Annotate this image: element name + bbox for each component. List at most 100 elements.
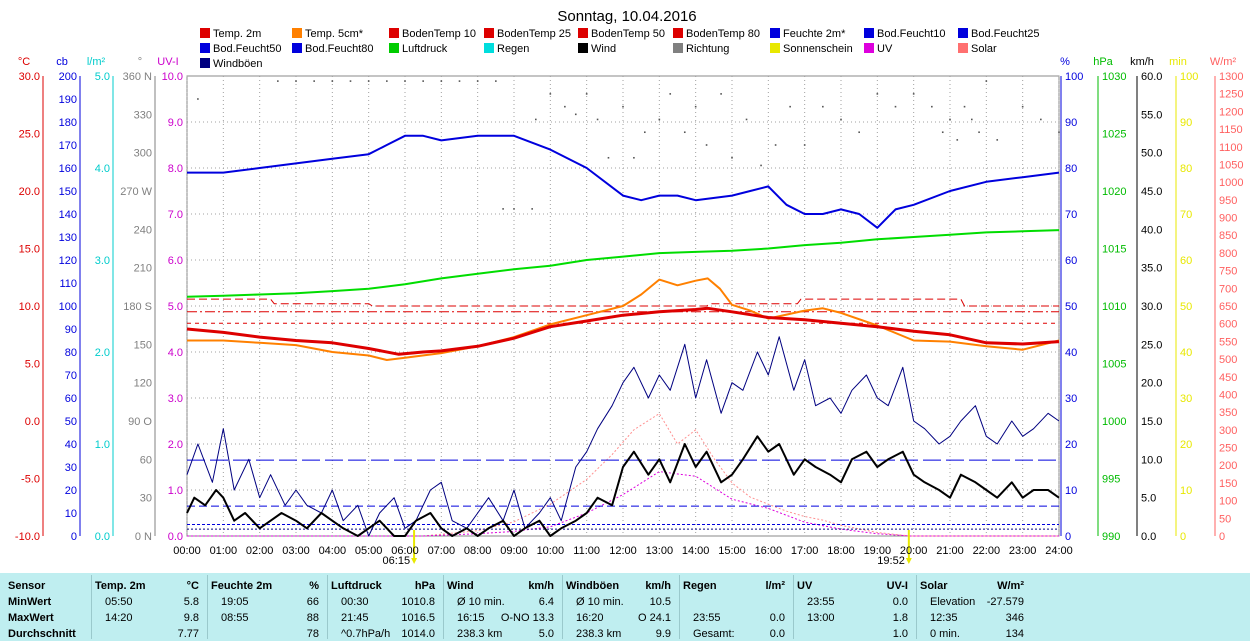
axis-tick-label: 650 <box>1219 301 1237 313</box>
direction-point <box>705 144 708 146</box>
axis-tick-label: 3.0 <box>168 393 183 405</box>
direction-point <box>894 105 897 108</box>
legend-label: Wind <box>591 43 616 55</box>
x-axis: 00:00 01:00 02:00 03:00 04:00 05:00 06:00 07:00… <box>173 545 1073 557</box>
legend-item-temp-5cm: Temp. 5cm* <box>292 28 364 40</box>
axis-tick-label: 8.0 <box>168 163 183 175</box>
series-line <box>187 298 1059 307</box>
stats-value: 9.9 <box>655 628 671 640</box>
stats-header: Sensor <box>8 580 46 592</box>
legend-swatch <box>200 28 210 38</box>
stats-unit: °C <box>186 580 199 592</box>
direction-point <box>622 105 624 108</box>
legend-label: Regen <box>497 43 529 55</box>
axis-tick-label: 0.0 <box>25 416 40 428</box>
legend-item-luftdruck: Luftdruck <box>389 43 448 55</box>
legend-label: Bod.Feucht10 <box>877 28 946 40</box>
legend-swatch <box>864 43 874 53</box>
x-tick-label: 10:00 <box>537 545 565 557</box>
legend-item-windb-en: Windböen <box>200 58 263 70</box>
axis-l-m: l/m² 5.0 4.0 3.0 2.0 1.0 0.0 <box>87 56 114 543</box>
legend-swatch <box>578 28 588 38</box>
axis-tick-label: 4.0 <box>95 163 110 175</box>
axis-tick-label: 30 <box>65 462 77 474</box>
stats-unit: hPa <box>414 580 435 592</box>
axis-tick-label: 200 <box>59 71 77 83</box>
axis-tick-label: 0 <box>1180 531 1186 543</box>
stats-time: 16:15 <box>457 612 485 624</box>
legend-label: Sonnenschein <box>783 43 853 55</box>
x-tick-label: 03:00 <box>282 545 310 557</box>
direction-point <box>331 80 334 82</box>
axis-tick-label: 330 <box>134 109 152 121</box>
axis-tick-label: 0 <box>1065 531 1071 543</box>
legend-swatch <box>770 43 780 53</box>
axis-tick-label: 700 <box>1219 283 1237 295</box>
stats-unit: km/h <box>528 580 554 592</box>
axis-tick-label: 20 <box>65 485 77 497</box>
axis-tick-label: 10 <box>1180 485 1192 497</box>
axis-tick-label: 750 <box>1219 266 1237 278</box>
stats-unit: UV-I <box>886 580 908 592</box>
stats-col-feuchte-2m: Feuchte 2m% 19:05 66 08:55 88 78 <box>211 573 323 641</box>
axis-tick-label: 1050 <box>1219 159 1243 171</box>
direction-point <box>313 80 315 82</box>
axis-tick-label: 150 <box>1219 478 1237 490</box>
x-tick-label: 18:00 <box>827 545 855 557</box>
axis-tick-label: 400 <box>1219 389 1237 401</box>
legend-label: Luftdruck <box>402 43 448 55</box>
axis-hpa: hPa 1030 1025 1020 1015 1010 1005 1000 995 990 <box>1093 56 1126 543</box>
axis-tick-label: 800 <box>1219 248 1237 260</box>
axis-tick-label: 1.0 <box>168 485 183 497</box>
legend-item-bodentemp-10: BodenTemp 10 <box>389 28 476 40</box>
sun-time: 19:52 <box>877 555 905 567</box>
series-feuchte-2m <box>187 134 1060 229</box>
sun-triangle <box>905 558 912 564</box>
axis-tick-label: 120 <box>59 255 77 267</box>
direction-point <box>386 80 388 82</box>
axis-tick-label: 1200 <box>1219 106 1243 118</box>
sun-time: 06:15 <box>383 555 411 567</box>
legend-label: Bod.Feucht25 <box>971 28 1040 40</box>
stats-time: 00:30 <box>341 596 369 608</box>
series-line <box>187 471 1059 537</box>
legend-item-bod-feucht50: Bod.Feucht50 <box>200 43 282 55</box>
axis-unit: hPa <box>1093 56 1113 68</box>
axis-tick-label: 360 N <box>123 71 152 83</box>
axis-tick-label: 450 <box>1219 372 1237 384</box>
axis-tick-label: 1025 <box>1102 129 1126 141</box>
stats-header: Luftdruck <box>331 580 382 592</box>
direction-point <box>422 80 424 82</box>
stats-unit: l/m² <box>765 580 785 592</box>
stats-value: 0.0 <box>769 628 785 640</box>
stats-separator <box>793 575 794 639</box>
stats-header: Solar <box>920 580 948 592</box>
axis-tick-label: 60 <box>1180 255 1192 267</box>
axis-tick-label: 900 <box>1219 213 1237 225</box>
stats-value: 346 <box>1005 612 1024 624</box>
direction-point <box>941 131 944 134</box>
axis-tick-label: 3.0 <box>95 255 110 267</box>
axis-tick-label: 1.0 <box>95 439 110 451</box>
axis-cb: cb20019018017016015014013012011010090807… <box>56 56 81 543</box>
axis-tick-label: 130 <box>59 232 77 244</box>
legend-label: Solar <box>971 43 997 55</box>
stats-col-temp-2m: Temp. 2m °C 05:50 5.8 14:20 9.8 7.77 <box>95 573 203 641</box>
axis-tick-label: 50.0 <box>1141 148 1162 160</box>
legend-item-bod-feucht80: Bod.Feucht80 <box>292 43 374 55</box>
stats-col-solar: Solar W/m² Elevation -27.579 12:35 346 0 min. 1… <box>920 573 1028 641</box>
axis-tick-label: 60 <box>65 393 77 405</box>
stats-value: O-NO 13.3 <box>500 612 554 624</box>
axis-tick-label: 4.0 <box>168 347 183 359</box>
legend-swatch <box>958 28 968 38</box>
legend-swatch <box>389 28 399 38</box>
legend-swatch <box>770 28 780 38</box>
axis-tick-label: 1010 <box>1102 301 1126 313</box>
series-line <box>187 134 1060 229</box>
stats-panel: Sensor MinWert MaxWert Durchschnitt Temp. 2m… <box>0 573 1250 641</box>
axis-direction: ° 360 N 330 300 270 W 240 210 180 S 150 120 90 O 60… <box>120 56 156 543</box>
axis-tick-label: 250 <box>1219 443 1237 455</box>
direction-point <box>458 80 461 82</box>
axis-tick-label: 40 <box>1180 347 1192 359</box>
